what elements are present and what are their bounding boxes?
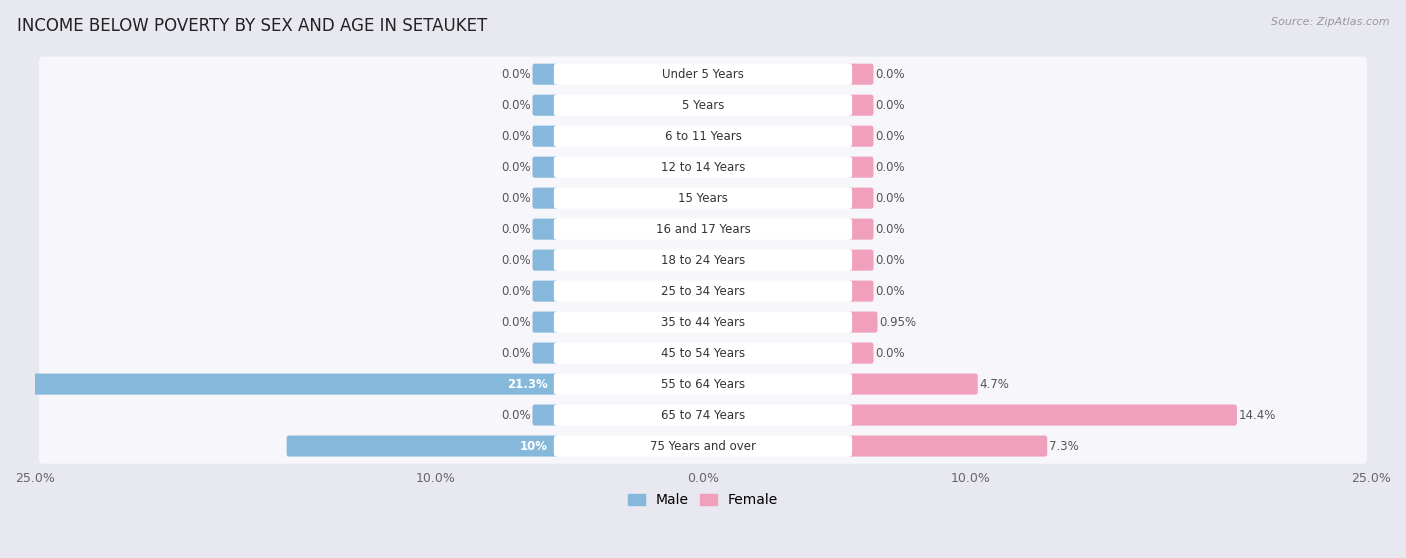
FancyBboxPatch shape: [848, 281, 873, 302]
Text: 10%: 10%: [520, 440, 548, 453]
Text: 0.0%: 0.0%: [876, 99, 905, 112]
Text: 45 to 54 Years: 45 to 54 Years: [661, 347, 745, 359]
Text: 4.7%: 4.7%: [980, 378, 1010, 391]
Text: 16 and 17 Years: 16 and 17 Years: [655, 223, 751, 235]
Text: 0.95%: 0.95%: [879, 316, 917, 329]
Text: 0.0%: 0.0%: [501, 347, 530, 359]
Text: 7.3%: 7.3%: [1049, 440, 1078, 453]
FancyBboxPatch shape: [39, 88, 1367, 123]
FancyBboxPatch shape: [554, 311, 852, 333]
Text: 0.0%: 0.0%: [501, 285, 530, 297]
Text: 6 to 11 Years: 6 to 11 Years: [665, 129, 741, 143]
Text: 0.0%: 0.0%: [876, 223, 905, 235]
Text: 0.0%: 0.0%: [876, 347, 905, 359]
FancyBboxPatch shape: [848, 405, 1237, 426]
FancyBboxPatch shape: [287, 435, 558, 456]
FancyBboxPatch shape: [533, 343, 558, 364]
FancyBboxPatch shape: [533, 95, 558, 116]
FancyBboxPatch shape: [533, 157, 558, 177]
FancyBboxPatch shape: [39, 429, 1367, 464]
FancyBboxPatch shape: [39, 273, 1367, 309]
FancyBboxPatch shape: [554, 405, 852, 426]
FancyBboxPatch shape: [39, 335, 1367, 371]
Text: 18 to 24 Years: 18 to 24 Years: [661, 254, 745, 267]
FancyBboxPatch shape: [848, 435, 1047, 456]
Text: 0.0%: 0.0%: [501, 408, 530, 421]
Text: 14.4%: 14.4%: [1239, 408, 1277, 421]
Text: 5 Years: 5 Years: [682, 99, 724, 112]
Text: 0.0%: 0.0%: [501, 161, 530, 174]
Text: Source: ZipAtlas.com: Source: ZipAtlas.com: [1271, 17, 1389, 27]
FancyBboxPatch shape: [554, 157, 852, 177]
Text: 0.0%: 0.0%: [501, 191, 530, 205]
Text: Under 5 Years: Under 5 Years: [662, 68, 744, 81]
FancyBboxPatch shape: [39, 243, 1367, 278]
FancyBboxPatch shape: [848, 343, 873, 364]
FancyBboxPatch shape: [554, 187, 852, 209]
FancyBboxPatch shape: [848, 187, 873, 209]
FancyBboxPatch shape: [39, 180, 1367, 216]
Text: 0.0%: 0.0%: [876, 285, 905, 297]
FancyBboxPatch shape: [554, 435, 852, 456]
FancyBboxPatch shape: [39, 56, 1367, 92]
FancyBboxPatch shape: [533, 249, 558, 271]
Text: INCOME BELOW POVERTY BY SEX AND AGE IN SETAUKET: INCOME BELOW POVERTY BY SEX AND AGE IN S…: [17, 17, 486, 35]
FancyBboxPatch shape: [848, 373, 977, 395]
FancyBboxPatch shape: [533, 281, 558, 302]
Text: 75 Years and over: 75 Years and over: [650, 440, 756, 453]
Text: 0.0%: 0.0%: [501, 129, 530, 143]
FancyBboxPatch shape: [554, 249, 852, 271]
FancyBboxPatch shape: [39, 367, 1367, 402]
FancyBboxPatch shape: [39, 211, 1367, 247]
FancyBboxPatch shape: [533, 405, 558, 426]
FancyBboxPatch shape: [554, 219, 852, 240]
Text: 15 Years: 15 Years: [678, 191, 728, 205]
FancyBboxPatch shape: [39, 150, 1367, 185]
FancyBboxPatch shape: [848, 95, 873, 116]
FancyBboxPatch shape: [848, 249, 873, 271]
FancyBboxPatch shape: [848, 64, 873, 85]
FancyBboxPatch shape: [554, 95, 852, 116]
Text: 0.0%: 0.0%: [501, 316, 530, 329]
Text: 35 to 44 Years: 35 to 44 Years: [661, 316, 745, 329]
Legend: Male, Female: Male, Female: [623, 488, 783, 513]
FancyBboxPatch shape: [848, 157, 873, 177]
FancyBboxPatch shape: [39, 397, 1367, 432]
Text: 25 to 34 Years: 25 to 34 Years: [661, 285, 745, 297]
FancyBboxPatch shape: [533, 219, 558, 240]
Text: 12 to 14 Years: 12 to 14 Years: [661, 161, 745, 174]
FancyBboxPatch shape: [554, 126, 852, 147]
FancyBboxPatch shape: [554, 373, 852, 395]
FancyBboxPatch shape: [0, 373, 558, 395]
Text: 0.0%: 0.0%: [876, 129, 905, 143]
FancyBboxPatch shape: [533, 64, 558, 85]
Text: 0.0%: 0.0%: [501, 68, 530, 81]
Text: 65 to 74 Years: 65 to 74 Years: [661, 408, 745, 421]
FancyBboxPatch shape: [554, 281, 852, 302]
Text: 0.0%: 0.0%: [501, 254, 530, 267]
Text: 0.0%: 0.0%: [501, 223, 530, 235]
Text: 21.3%: 21.3%: [508, 378, 548, 391]
Text: 55 to 64 Years: 55 to 64 Years: [661, 378, 745, 391]
FancyBboxPatch shape: [533, 311, 558, 333]
Text: 0.0%: 0.0%: [876, 68, 905, 81]
FancyBboxPatch shape: [848, 219, 873, 240]
FancyBboxPatch shape: [39, 305, 1367, 340]
FancyBboxPatch shape: [554, 64, 852, 85]
FancyBboxPatch shape: [554, 343, 852, 364]
Text: 0.0%: 0.0%: [876, 191, 905, 205]
Text: 0.0%: 0.0%: [876, 161, 905, 174]
FancyBboxPatch shape: [533, 126, 558, 147]
FancyBboxPatch shape: [848, 311, 877, 333]
FancyBboxPatch shape: [39, 118, 1367, 154]
Text: 0.0%: 0.0%: [501, 99, 530, 112]
Text: 0.0%: 0.0%: [876, 254, 905, 267]
FancyBboxPatch shape: [533, 187, 558, 209]
FancyBboxPatch shape: [848, 126, 873, 147]
